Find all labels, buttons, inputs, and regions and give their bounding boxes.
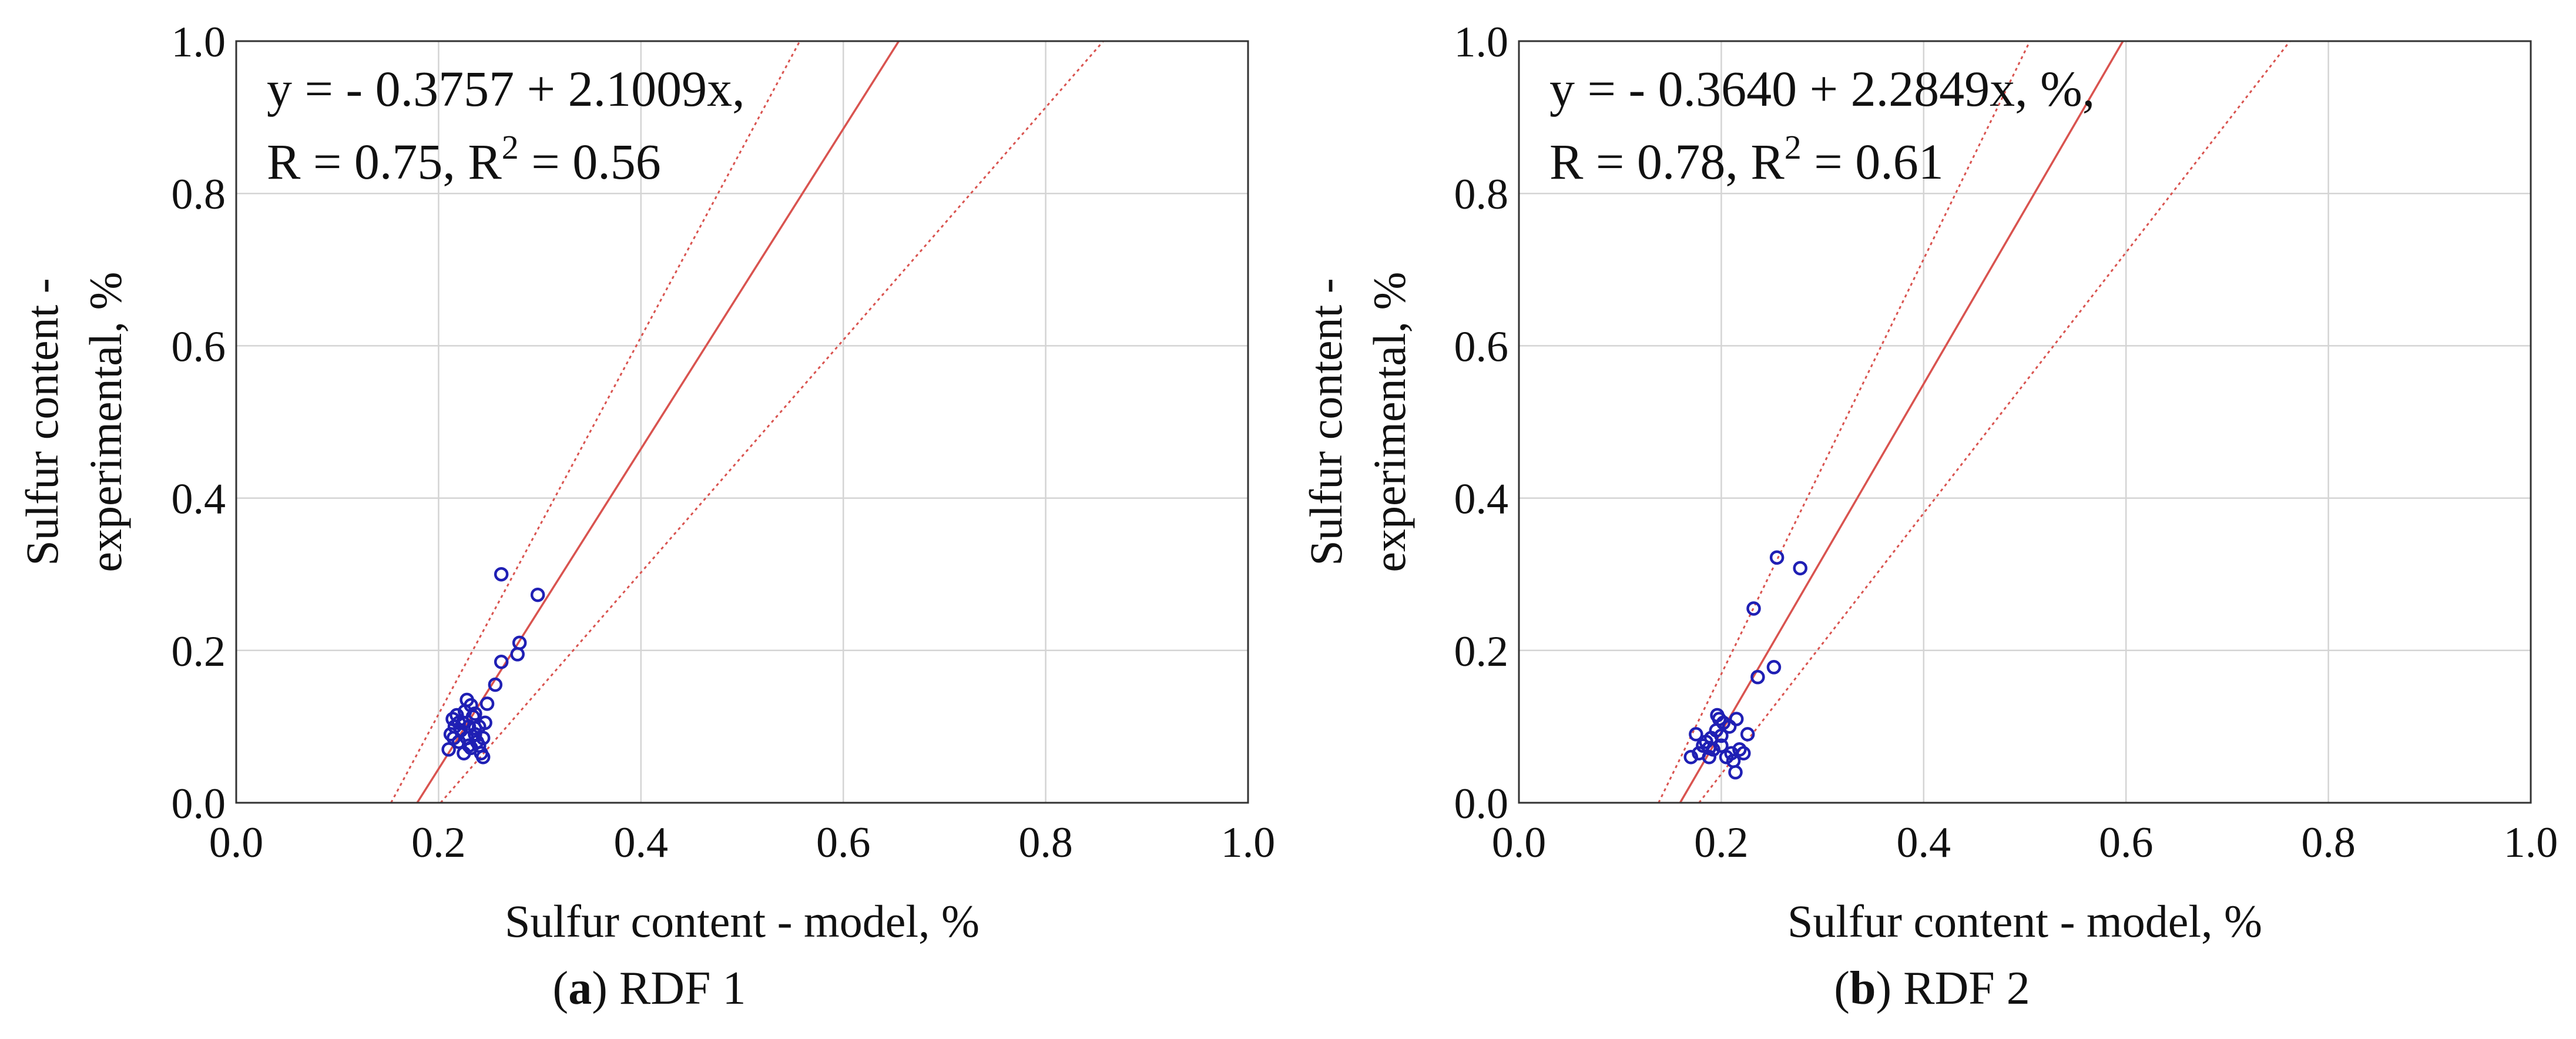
- x-tick-label: 0.0: [1492, 819, 1547, 867]
- y-tick-label: 0.2: [172, 628, 226, 676]
- x-tick-label: 1.0: [1221, 819, 1276, 867]
- y-tick-label: 0.4: [172, 475, 226, 524]
- y-tick-label: 1.0: [172, 18, 226, 66]
- panel-caption: (b) RDF 2: [1834, 963, 2030, 1014]
- regression-equation: y = - 0.3757 + 2.1009x,: [267, 61, 745, 117]
- data-point: [1689, 727, 1703, 742]
- y-tick-label: 0.8: [1454, 170, 1509, 219]
- data-point: [1710, 708, 1725, 723]
- chart-panel-b: 0.0 0.2 0.4 0.6 0.8 1.0 0.0 0.2 0.4 0.6 0.8 1.0 Sulf…: [1300, 18, 2558, 1014]
- panel-caption: (a) RDF 1: [553, 963, 746, 1014]
- x-tick-label: 0.6: [2099, 819, 2154, 867]
- x-tick-label: 0.2: [1694, 819, 1749, 867]
- data-point: [1769, 550, 1785, 565]
- data-point: [1732, 742, 1747, 757]
- y-axis-label-line1: Sulfur content -: [1300, 278, 1351, 566]
- plot-frame: [235, 40, 1249, 804]
- data-point: [1740, 727, 1755, 742]
- x-tick-label: 0.0: [209, 819, 264, 867]
- plot-frame: [1518, 40, 2532, 804]
- data-point: [446, 730, 461, 746]
- confidence-band-lower-slope: [440, 41, 1104, 803]
- x-tick-label: 0.4: [614, 819, 669, 867]
- y-tick-label: 0.0: [1454, 780, 1509, 828]
- y-tick-label: 0.4: [1454, 475, 1509, 524]
- data-point: [1766, 660, 1782, 675]
- data-point: [488, 677, 503, 692]
- data-point: [479, 696, 495, 711]
- x-axis-label: Sulfur content - model, %: [1787, 896, 2262, 947]
- confidence-band-upper-slope: [1658, 41, 2031, 803]
- y-axis-label-line2: experimental, %: [1364, 272, 1415, 572]
- x-tick-label: 0.8: [1018, 819, 1073, 867]
- data-point: [441, 742, 456, 757]
- data-point: [1728, 765, 1743, 780]
- correlation-stats: R = 0.75, R2 = 0.56: [267, 128, 661, 190]
- data-point: [1702, 740, 1716, 755]
- data-point: [1736, 746, 1751, 761]
- y-axis-label-line2: experimental, %: [80, 272, 131, 572]
- plot-area: [390, 41, 1104, 803]
- y-tick-label: 0.6: [1454, 323, 1509, 371]
- y-tick-label: 0.2: [1454, 628, 1509, 676]
- data-point: [494, 654, 509, 669]
- data-point: [1702, 749, 1716, 765]
- data-point: [1793, 561, 1807, 576]
- x-tick-label: 0.4: [1897, 819, 1951, 867]
- correlation-stats: R = 0.78, R2 = 0.61: [1549, 128, 1944, 190]
- data-point: [1714, 728, 1729, 743]
- chart-panel-a: 0.0 0.2 0.4 0.6 0.8 1.0 0.0 0.2 0.4 0.6 0.8 1.0 Sulf…: [16, 18, 1275, 1014]
- confidence-band-lower-slope: [1698, 41, 2291, 803]
- plot-area: [1658, 41, 2291, 803]
- regression-line: [416, 41, 900, 803]
- data-point: [1729, 712, 1744, 726]
- data-point: [475, 749, 491, 765]
- data-point: [468, 720, 482, 736]
- x-tick-label: 0.6: [816, 819, 871, 867]
- data-point: [530, 587, 545, 602]
- y-axis-label-line1: Sulfur content -: [16, 278, 68, 566]
- data-point: [451, 715, 467, 730]
- data-point: [512, 635, 527, 651]
- x-tick-label: 1.0: [2504, 819, 2558, 867]
- x-axis-label: Sulfur content - model, %: [505, 896, 980, 947]
- data-point: [1722, 719, 1737, 734]
- data-point: [1746, 601, 1761, 616]
- x-tick-label: 0.2: [411, 819, 466, 867]
- data-point: [468, 706, 482, 721]
- confidence-band-upper-slope: [390, 41, 801, 803]
- y-tick-label: 0.6: [172, 323, 226, 371]
- data-point: [1683, 749, 1698, 765]
- regression-line: [1679, 41, 2124, 803]
- y-tick-label: 1.0: [1454, 18, 1509, 66]
- y-tick-label: 0.0: [172, 780, 226, 828]
- data-point: [475, 730, 491, 746]
- data-point: [457, 746, 471, 761]
- y-tick-label: 0.8: [172, 170, 226, 219]
- x-tick-label: 0.8: [2301, 819, 2356, 867]
- data-point: [494, 567, 509, 582]
- data-point: [1750, 669, 1765, 685]
- regression-equation: y = - 0.3640 + 2.2849x, %,: [1549, 61, 2095, 117]
